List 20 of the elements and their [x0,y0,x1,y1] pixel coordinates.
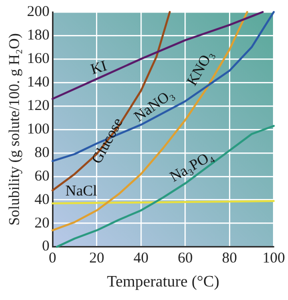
y-tick-label: 180 [27,27,50,44]
x-tick-label: 40 [134,250,148,267]
y-tick-label: 0 [42,238,50,255]
x-axis-title: Temperature (°C) [106,274,220,291]
series-label: NaCl [65,184,98,200]
text: KI [89,58,109,78]
x-tick-label: 100 [262,250,285,267]
y-tick-label: 80 [34,144,50,161]
y-tick-label: 100 [27,121,50,138]
x-tick-label: 20 [89,250,104,267]
y-tick-label: 200 [27,4,50,20]
x-tick-label: 80 [222,250,237,267]
y-tick-label: 140 [27,74,50,90]
y-tick-label: 20 [34,215,50,232]
y-tick-label: 60 [34,168,50,184]
y-tick-label: 160 [27,50,50,67]
y-tick-label: 120 [27,98,50,114]
x-tick-label: 60 [178,250,193,267]
y-axis-title: Solubility (g solute/100. g H₂O) [6,33,23,226]
y-tick-label: 40 [34,192,50,208]
